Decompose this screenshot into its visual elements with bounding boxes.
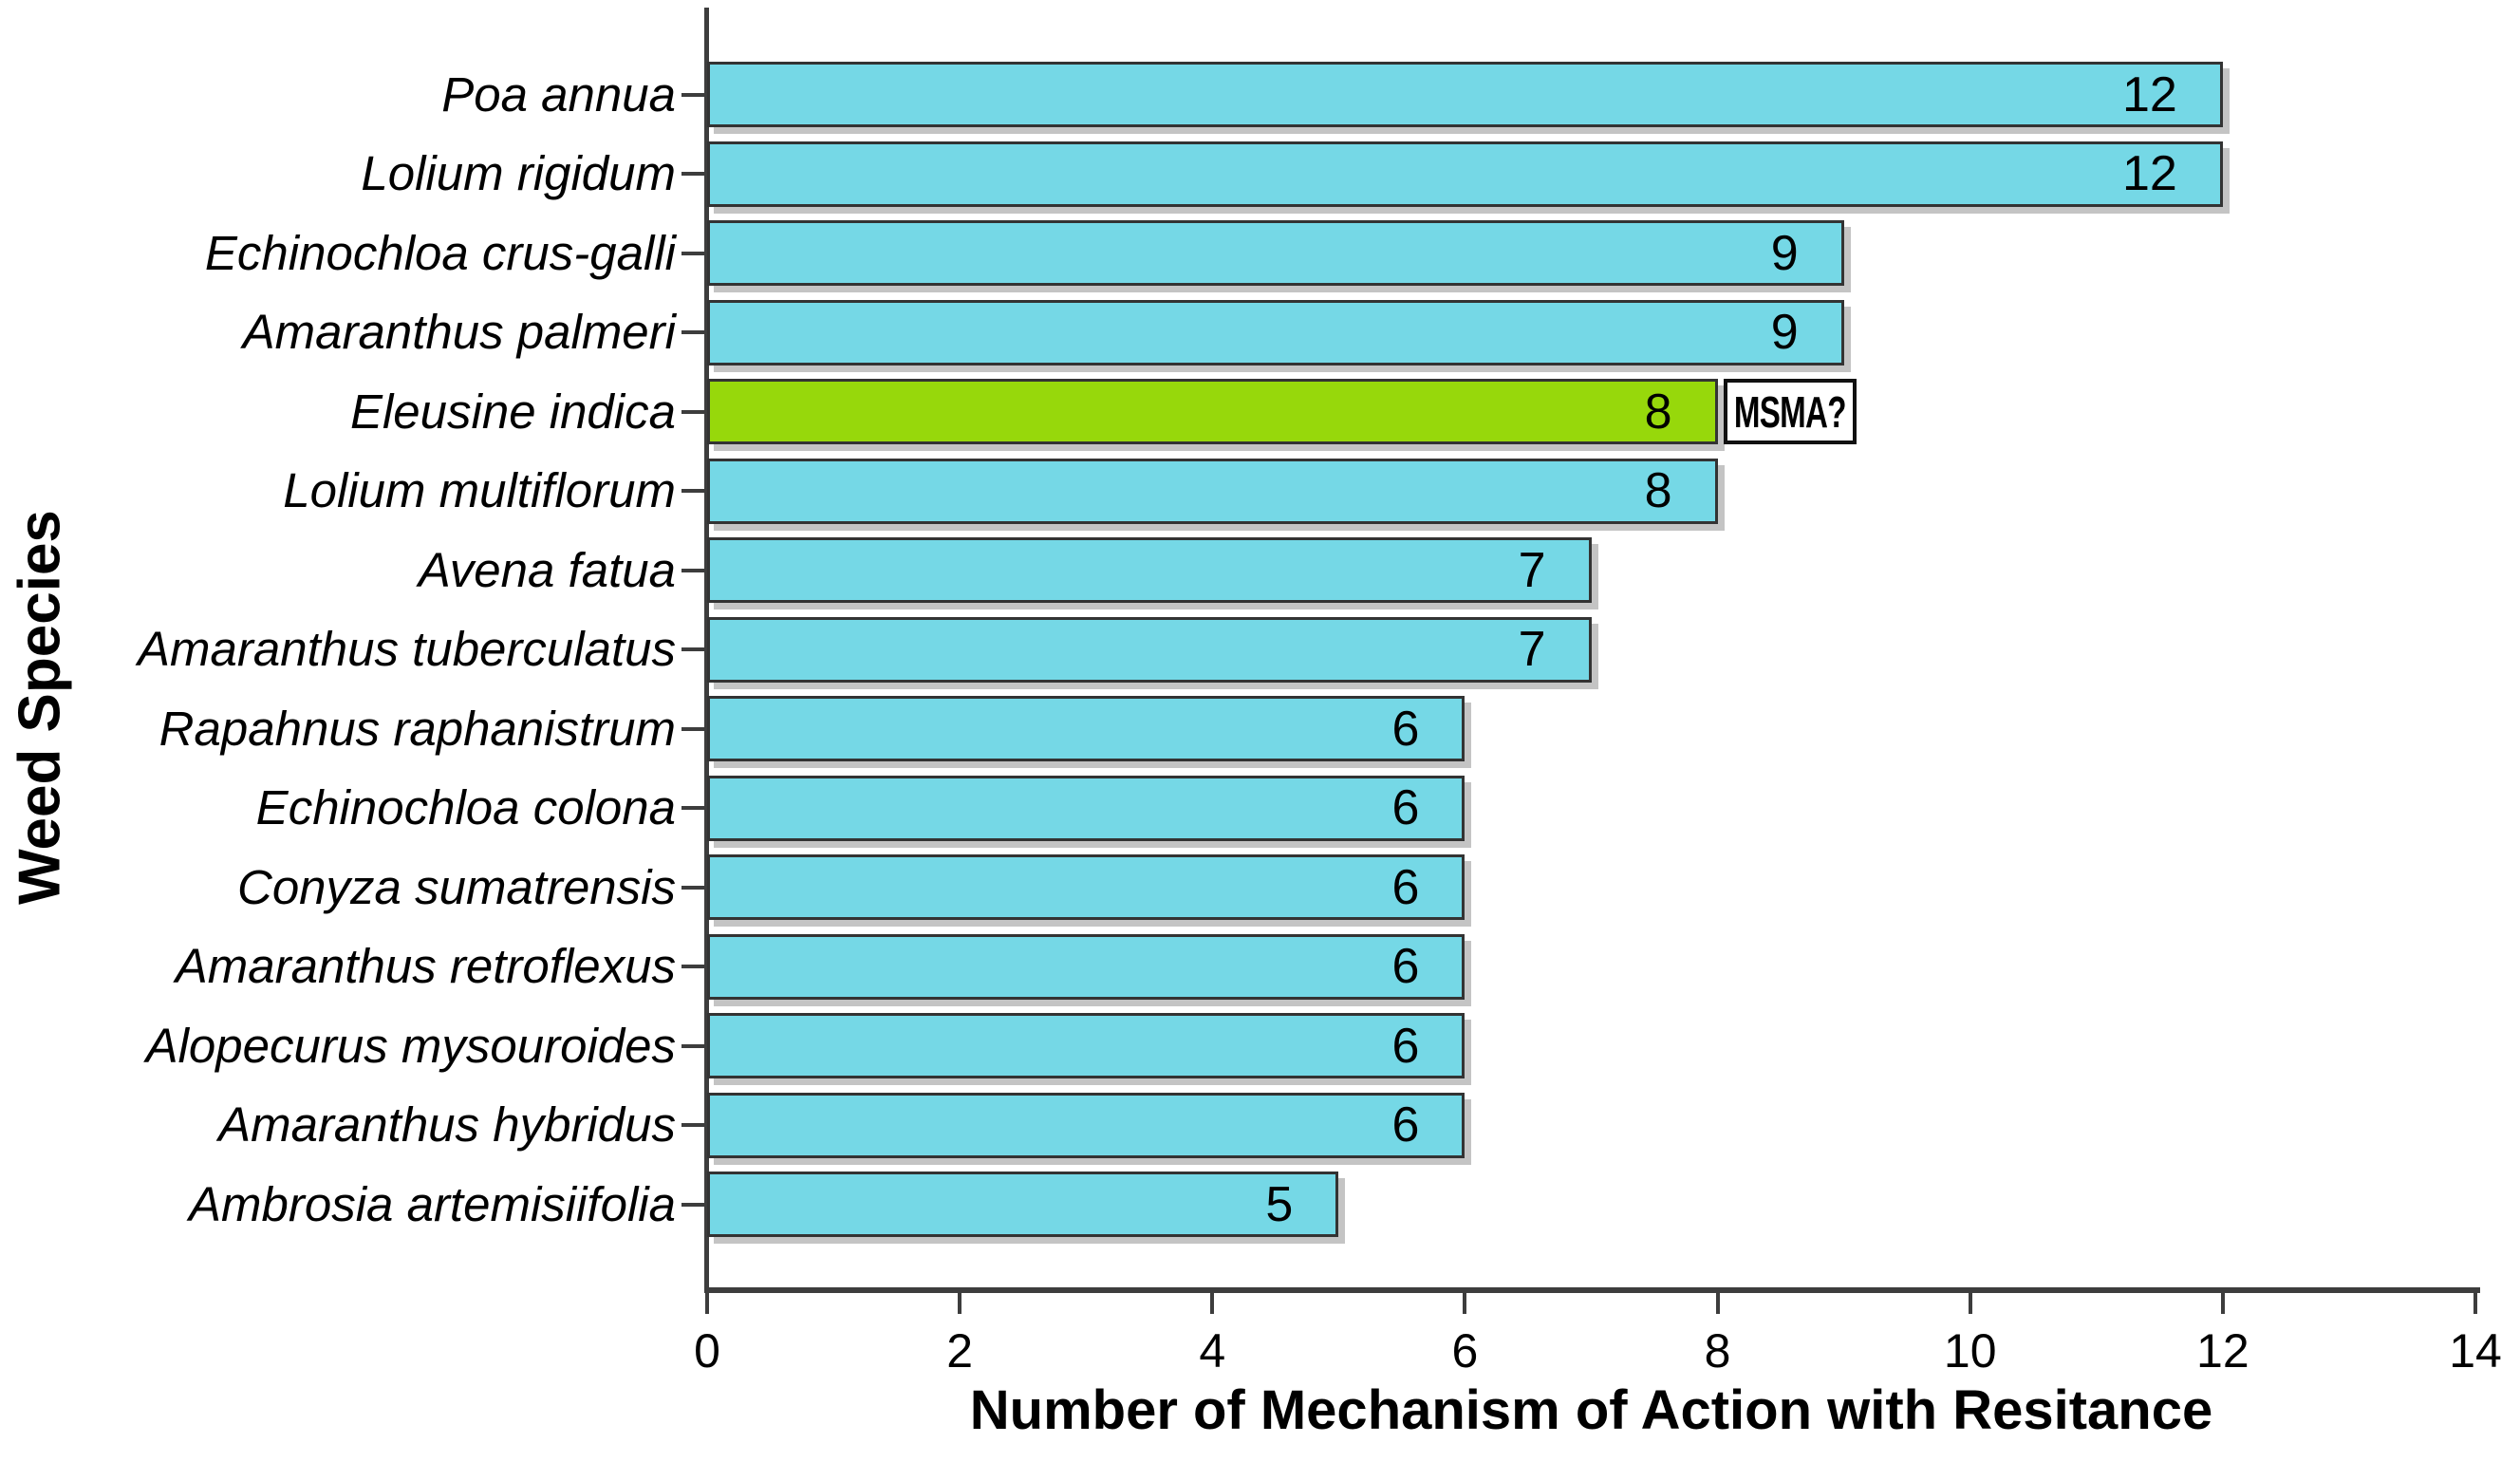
bar: 6 xyxy=(707,1092,1465,1158)
y-tick xyxy=(681,330,706,334)
category-label: Rapahnus raphanistrum xyxy=(159,701,676,756)
y-tick xyxy=(681,1123,706,1127)
category-label: Amaranthus hybridus xyxy=(218,1097,676,1152)
bar: 6 xyxy=(707,854,1465,920)
category-label: Conyza sumatrensis xyxy=(236,859,676,914)
y-axis-line xyxy=(704,8,709,1293)
category-label: Avena fatua xyxy=(418,542,676,597)
bar-value-label: 6 xyxy=(1391,939,1420,994)
category-label: Lolium rigidum xyxy=(361,146,676,200)
x-tick xyxy=(1968,1293,1972,1314)
bar: 12 xyxy=(707,62,2223,127)
x-axis-line xyxy=(704,1287,2480,1293)
x-tick-label: 2 xyxy=(946,1324,974,1378)
category-label: Amaranthus tuberculatus xyxy=(138,622,676,676)
y-tick xyxy=(681,251,706,255)
x-tick xyxy=(958,1293,962,1314)
msma-annotation-text: MSMA? xyxy=(1733,386,1847,437)
category-label: Poa annua xyxy=(441,66,676,122)
x-tick-label: 12 xyxy=(2196,1324,2249,1378)
x-tick xyxy=(1715,1293,1720,1314)
bar-value-label: 7 xyxy=(1518,542,1546,598)
category-label: Amaranthus palmeri xyxy=(242,305,676,359)
bar-highlighted: 8 xyxy=(707,379,1718,444)
y-tick xyxy=(681,172,706,176)
bar-value-label: 6 xyxy=(1391,859,1420,915)
category-label: Echinochloa colona xyxy=(255,780,676,834)
y-tick xyxy=(681,1202,706,1207)
category-label: Ambrosia artemisiifolia xyxy=(189,1176,676,1231)
x-tick xyxy=(2220,1293,2225,1314)
y-tick xyxy=(681,806,706,810)
bar-value-label: 7 xyxy=(1518,622,1546,677)
bar-value-label: 5 xyxy=(1265,1176,1294,1232)
category-label: Eleusine indica xyxy=(349,384,676,439)
y-tick xyxy=(681,965,706,968)
category-label: Echinochloa crus-galli xyxy=(204,225,676,280)
bar: 6 xyxy=(707,1013,1465,1078)
x-tick-label: 0 xyxy=(694,1324,720,1378)
bar-value-label: 6 xyxy=(1391,1018,1420,1074)
bar-value-label: 6 xyxy=(1391,780,1420,835)
bar-value-label: 9 xyxy=(1770,225,1799,281)
bar: 9 xyxy=(707,299,1844,366)
y-tick xyxy=(681,885,706,890)
msma-annotation-box: MSMA? xyxy=(1723,379,1857,444)
x-tick-label: 6 xyxy=(1451,1324,1479,1378)
bar: 7 xyxy=(707,616,1592,683)
y-tick xyxy=(681,726,706,731)
x-tick-label: 10 xyxy=(1943,1324,1997,1378)
y-tick xyxy=(681,409,706,414)
bar-value-label: 6 xyxy=(1391,701,1420,757)
bar-value-label: 12 xyxy=(2122,66,2177,122)
bar-value-label: 6 xyxy=(1391,1097,1420,1153)
bar-value-label: 8 xyxy=(1644,384,1672,440)
y-tick xyxy=(681,489,706,493)
x-tick xyxy=(1463,1293,1467,1314)
x-axis-title: Number of Mechanism of Action with Resit… xyxy=(969,1379,2213,1441)
y-axis-title: Weed Species xyxy=(7,510,73,905)
y-tick xyxy=(681,92,706,97)
bar: 6 xyxy=(707,775,1465,841)
bar-value-label: 8 xyxy=(1644,463,1672,518)
bar: 5 xyxy=(707,1172,1339,1237)
bar: 9 xyxy=(707,220,1844,286)
bar: 12 xyxy=(707,141,2223,207)
bar-value-label: 12 xyxy=(2122,146,2177,201)
y-tick xyxy=(681,647,706,651)
x-tick xyxy=(2473,1293,2477,1314)
y-tick xyxy=(681,568,706,572)
y-tick xyxy=(681,1043,706,1048)
x-tick-label: 4 xyxy=(1199,1324,1226,1378)
bar: 6 xyxy=(707,696,1465,761)
x-tick-label: 14 xyxy=(2449,1324,2502,1378)
bar: 6 xyxy=(707,933,1465,1000)
bar-value-label: 9 xyxy=(1770,305,1799,360)
bar: 8 xyxy=(707,458,1718,524)
x-tick-label: 8 xyxy=(1704,1324,1731,1378)
category-label: Lolium multiflorum xyxy=(283,463,676,517)
x-tick xyxy=(1210,1293,1215,1314)
x-tick xyxy=(705,1293,709,1314)
category-label: Amaranthus retroflexus xyxy=(175,939,676,993)
bar: 7 xyxy=(707,537,1592,603)
category-label: Alopecurus mysouroides xyxy=(145,1018,676,1073)
